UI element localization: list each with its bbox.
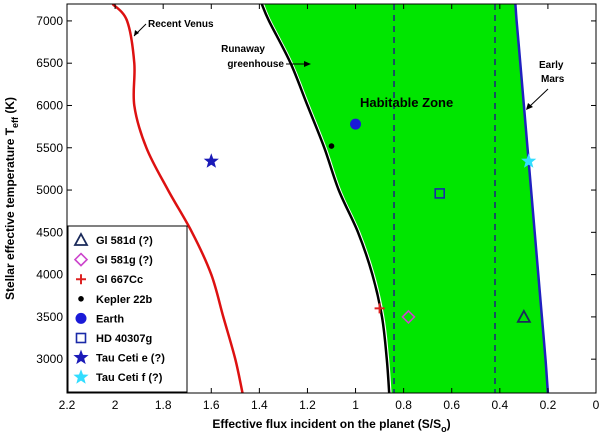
x-tick-label: 2.2 — [59, 398, 76, 412]
x-tick-label: 2 — [112, 398, 119, 412]
legend-marker-gl-581d — [73, 232, 89, 246]
legend-label-gl-581d: Gl 581d (?) — [96, 235, 153, 247]
planet-marker-gl-667cc — [374, 303, 385, 314]
x-axis-label: Effective flux incident on the planet (S… — [212, 417, 450, 434]
plot-area — [111, 4, 550, 393]
legend-label-tau-ceti-f: Tau Ceti f (?) — [96, 372, 163, 384]
y-axis-label-sub: eff — [10, 116, 20, 128]
legend-marker-tau-ceti-f — [73, 369, 89, 384]
planet-marker-gl-581g — [401, 309, 416, 325]
arrowhead-early-mars — [526, 103, 533, 110]
plot-frame — [66, 3, 597, 394]
series-line-runaway-greenhouse — [260, 4, 391, 393]
planet-marker-tau-ceti-e — [203, 153, 219, 168]
series-line-early-mars — [514, 4, 550, 393]
planet-marker-gl-581d — [516, 309, 532, 323]
x-axis-label-end: ) — [447, 417, 451, 431]
legend-marker-tau-ceti-e — [73, 349, 89, 365]
axes: 2.2 2 1.8 1.6 1.4 1.2 1 0.8 0.6 0.4 0.2 0 3000 3500 40… — [3, 3, 600, 434]
y-tick-label: 6000 — [36, 98, 63, 112]
legend-marker-gl-667cc — [76, 274, 86, 285]
x-tick-label: 0.4 — [491, 398, 508, 412]
legend-label-kepler-22b: Kepler 22b — [96, 294, 153, 306]
x-axis-label-main: Effective flux incident on the planet (S… — [212, 417, 441, 431]
x-tick-label: 0.2 — [540, 398, 557, 412]
legend-label-hd-40307g: HD 40307g — [96, 333, 152, 345]
legend-marker-earth — [75, 312, 87, 324]
arrowhead-runaway — [304, 61, 311, 67]
legend-label-earth: Earth — [96, 313, 124, 325]
legend-marker-kepler-22b — [78, 296, 84, 302]
legend-label-gl-667cc: Gl 667Cc — [96, 274, 143, 286]
legend-box — [67, 225, 188, 393]
x-tick-label: 1.8 — [155, 398, 172, 412]
annotation-runaway-line2: greenhouse — [227, 59, 284, 70]
legend: Gl 581d (?) Gl 581g (?) Gl 667Cc Kepler 22b… — [67, 225, 188, 393]
annotation-early-line1: Early — [539, 60, 564, 71]
x-tick-label: 0.6 — [443, 398, 460, 412]
annotation-runaway-line1: Runaway — [221, 44, 265, 55]
legend-marker-gl-581g — [73, 252, 89, 267]
legend-label-tau-ceti-e: Tau Ceti e (?) — [96, 353, 165, 365]
series-line-recent-venus — [111, 4, 244, 393]
planet-marker-hd-40307g — [434, 188, 446, 199]
y-axis-label-main: Stellar effective temperature T — [3, 127, 17, 300]
arrowhead-recent-venus — [134, 30, 139, 36]
y-tick-label: 4500 — [36, 225, 63, 239]
annotation-early-line2: Mars — [541, 74, 565, 85]
y-axis-label: Stellar effective temperature Teff (K) — [3, 97, 20, 300]
planet-marker-kepler-22b — [328, 143, 335, 149]
y-tick-label: 5500 — [36, 141, 63, 155]
x-tick-label: 1.6 — [203, 398, 220, 412]
legend-label-gl-581g: Gl 581g (?) — [96, 255, 153, 267]
y-axis-label-end: (K) — [3, 97, 17, 117]
y-tick-label: 6500 — [36, 56, 63, 70]
y-tick-label: 4000 — [36, 268, 63, 282]
habitable-zone-area — [264, 4, 548, 393]
x-tick-label: 1.4 — [251, 398, 268, 412]
x-axis-label-sub: o — [441, 424, 447, 434]
habitable-zone-label: Habitable Zone — [360, 95, 453, 110]
x-tick-label: 1.2 — [299, 398, 316, 412]
legend-marker-hd-40307g — [75, 332, 87, 344]
annotations: Recent Venus Runaway greenhouse Early Mars Ha… — [133, 19, 565, 110]
x-tick-label: 0.8 — [395, 398, 412, 412]
annotation-recent-venus: Recent Venus — [148, 19, 214, 30]
x-tick-label: 1 — [352, 398, 359, 412]
planet-marker-earth — [350, 118, 362, 130]
planet-marker-tau-ceti-f — [521, 153, 537, 168]
x-tick-label: 0 — [593, 398, 600, 412]
y-tick-label: 3500 — [36, 310, 63, 324]
arrow-early-mars — [528, 88, 549, 108]
y-tick-label: 3000 — [36, 352, 63, 366]
y-tick-label: 7000 — [36, 14, 63, 28]
y-tick-label: 5000 — [36, 183, 63, 197]
